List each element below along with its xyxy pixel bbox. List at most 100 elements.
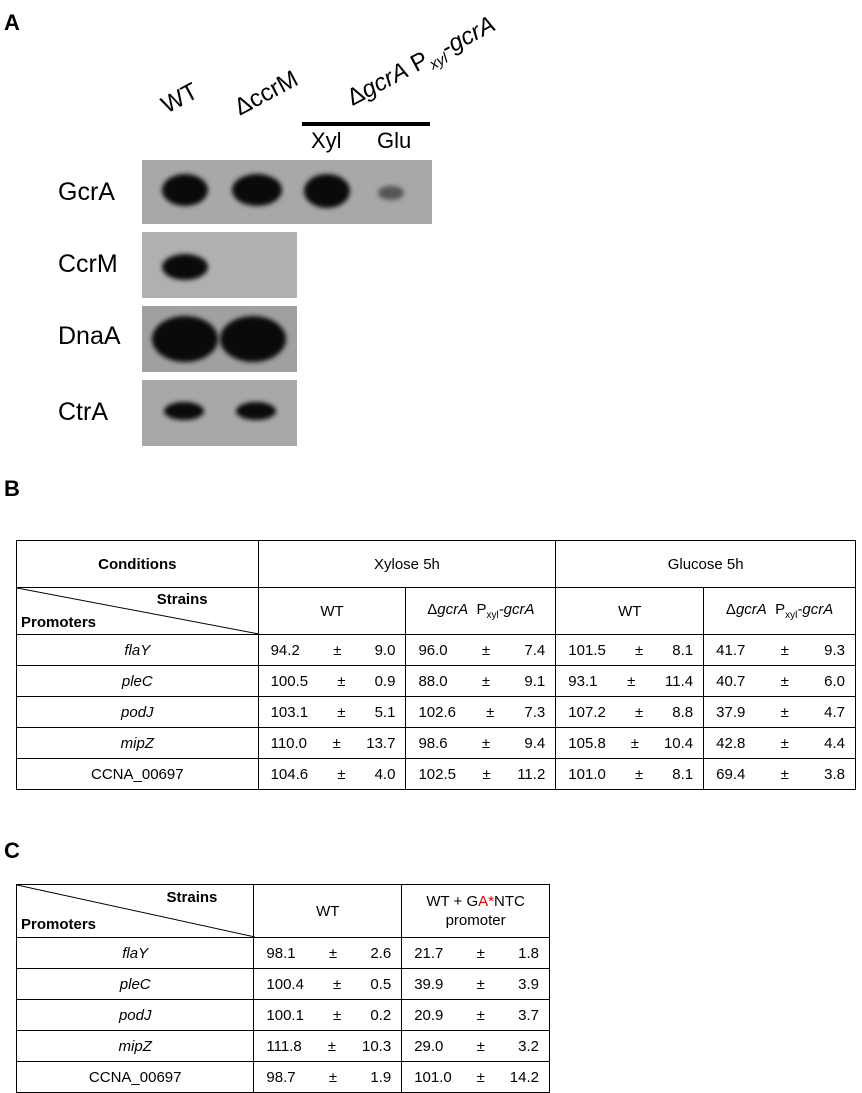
diagonal-line <box>17 588 259 634</box>
mean-value: 100.4 <box>266 975 304 993</box>
value-cell: 96.0 ±7.4 <box>405 634 557 666</box>
band <box>232 174 282 206</box>
plus-minus: ± <box>476 1068 485 1086</box>
sd-value: 4.7 <box>824 703 845 721</box>
header-promoters: Promoters <box>21 614 97 631</box>
table-row: pleC 100.5 ±0.9 88.0 ±9.1 93.1 ±11.4 40.7 ±6.0 <box>16 665 856 697</box>
mean-value: 88.0 <box>418 672 448 690</box>
header-wt: WT <box>253 884 403 938</box>
value-cell: 103.1 ±5.1 <box>257 696 407 728</box>
table-row: flaY 98.1 ±2.6 21.7 ±1.8 <box>15 937 550 969</box>
plus-minus: ± <box>337 672 346 690</box>
header-mutant-glucose: ΔgcrA Pxyl-gcrA <box>703 587 856 635</box>
sd-value: 6.0 <box>824 672 845 690</box>
header-strains: Strains <box>166 889 218 906</box>
table-row: mipZ 111.8 ±10.3 29.0 ±3.2 <box>15 1030 550 1062</box>
header-diagonal-cell: Strains Promoters <box>16 587 259 635</box>
panel-c-letter: C <box>4 838 20 863</box>
promoter-name: pleC <box>16 665 259 697</box>
plus-minus: ± <box>486 703 495 721</box>
plus-minus: ± <box>780 703 789 721</box>
plus-minus: ± <box>476 944 485 962</box>
sd-value: 3.8 <box>824 765 845 783</box>
header-conditions: Conditions <box>16 540 259 588</box>
sd-value: 11.2 <box>517 765 546 783</box>
plus-minus: ± <box>780 672 789 690</box>
table-row: CCNA_00697 104.6 ±4.0 102.5 ±11.2 101.0 ±8.1 69… <box>16 758 856 790</box>
value-cell: 88.0 ±9.1 <box>405 665 557 697</box>
plus-minus: ± <box>634 703 644 721</box>
sd-value: 1.9 <box>370 1068 392 1086</box>
value-cell: 110.0 ±13.7 <box>257 727 407 759</box>
band <box>152 316 218 362</box>
mean-value: 94.2 <box>270 641 300 659</box>
mean-value: 93.1 <box>568 672 598 690</box>
plus-minus: ± <box>333 975 342 993</box>
lane-label-dccrm: ΔccrM <box>229 65 303 122</box>
band <box>304 174 350 208</box>
value-cell: 29.0 ±3.2 <box>401 1030 550 1062</box>
header-diagonal-cell: Strains Promoters <box>15 884 255 938</box>
mean-value: 39.9 <box>414 975 444 993</box>
promoter-name: pleC <box>15 968 255 1000</box>
value-cell: 102.6 ±7.3 <box>405 696 557 728</box>
panel-b-letter: B <box>4 476 20 501</box>
mean-value: 103.1 <box>270 703 309 721</box>
mean-value: 105.8 <box>568 734 606 752</box>
plus-minus: ± <box>328 1068 338 1086</box>
protein-label-ccrm: CcrM <box>58 250 118 278</box>
plus-minus: ± <box>337 765 346 783</box>
value-cell: 100.4 ±0.5 <box>253 968 403 1000</box>
promoter-name: mipZ <box>16 727 259 759</box>
mean-value: 104.6 <box>270 765 309 783</box>
table-c-body: flaY 98.1 ±2.6 21.7 ±1.8 pleC 100.4 ±0.5 39.9 ±3.… <box>15 937 550 1093</box>
plus-minus: ± <box>481 672 491 690</box>
header-mutant-promoter: WT + GA*NTC promoter <box>401 884 550 938</box>
mean-value: 107.2 <box>568 703 606 721</box>
table-c: Strains Promoters WT WT + GA*NTC promoter… <box>15 884 550 1093</box>
sd-value: 9.0 <box>374 641 396 659</box>
plus-minus: ± <box>327 1037 336 1055</box>
mutated-base: A* <box>478 893 494 910</box>
value-cell: 39.9 ±3.9 <box>401 968 550 1000</box>
header-glucose: Glucose 5h <box>555 540 856 588</box>
sd-value: 9.4 <box>524 734 546 752</box>
header-wt-xylose: WT <box>257 587 407 635</box>
panel-a-letter: A <box>4 10 20 35</box>
plus-minus: ± <box>333 1006 342 1024</box>
plus-minus: ± <box>333 641 342 659</box>
promoter-name: mipZ <box>15 1030 255 1062</box>
plus-minus: ± <box>630 734 640 752</box>
plus-minus: ± <box>476 1006 485 1024</box>
mean-value: 100.5 <box>270 672 309 690</box>
header-promoters: Promoters <box>21 916 97 933</box>
mean-value: 20.9 <box>414 1006 444 1024</box>
protein-label-ctra: CtrA <box>58 398 108 426</box>
table-row: pleC 100.4 ±0.5 39.9 ±3.9 <box>15 968 550 1000</box>
value-cell: 102.5 ±11.2 <box>405 758 557 790</box>
value-cell: 101.0 ±8.1 <box>555 758 705 790</box>
mean-value: 40.7 <box>716 672 746 690</box>
band <box>162 174 208 206</box>
sd-value: 8.1 <box>672 641 694 659</box>
plus-minus: ± <box>780 734 789 752</box>
band <box>236 402 276 420</box>
table-b: Conditions Xylose 5h Glucose 5h Strains … <box>16 540 856 790</box>
header-mutant-xylose: ΔgcrA Pxyl-gcrA <box>405 587 557 635</box>
sd-value: 7.3 <box>524 703 546 721</box>
band <box>378 186 404 200</box>
sd-value: 7.4 <box>524 641 546 659</box>
value-cell: 98.6 ±9.4 <box>405 727 557 759</box>
lane-label-gcra-depletion: ΔgcrA Pxyl-gcrA <box>342 10 500 112</box>
blot-dnaa <box>142 306 297 372</box>
mean-value: 37.9 <box>716 703 746 721</box>
sd-value: 0.9 <box>374 672 396 690</box>
table-b-body: flaY 94.2 ±9.0 96.0 ±7.4 101.5 ±8.1 41.7 ±9.3 ple… <box>16 634 856 790</box>
plus-minus: ± <box>481 641 491 659</box>
header-strains: Strains <box>156 591 208 608</box>
band <box>220 316 286 362</box>
mean-value: 100.1 <box>266 1006 304 1024</box>
header-wt-glucose: WT <box>555 587 705 635</box>
promoter-name: podJ <box>16 696 259 728</box>
mean-value: 42.8 <box>716 734 746 752</box>
